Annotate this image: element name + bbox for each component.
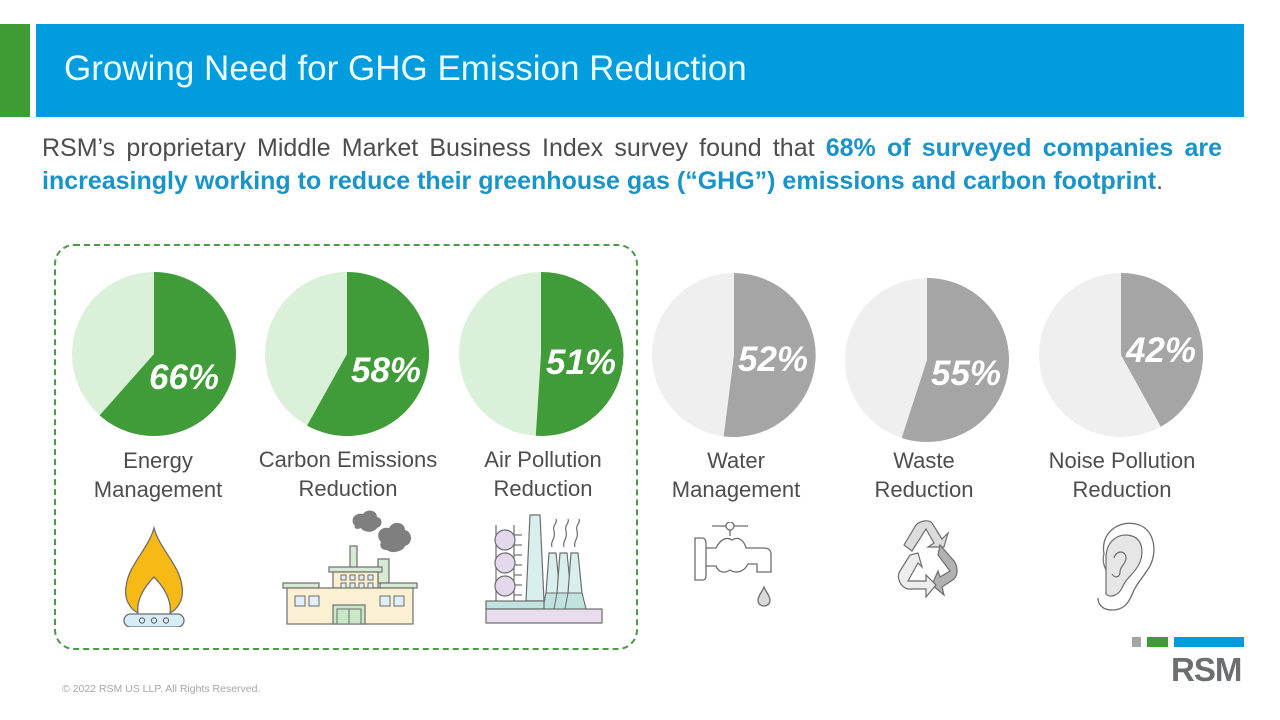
- pie-chart-air-pollution: [456, 269, 626, 439]
- category-label-noise-pollution: Noise Pollution Reduction: [1027, 447, 1217, 504]
- pie-chart-waste-reduction: [842, 275, 1012, 445]
- category-label-energy-management: Energy Management: [63, 447, 253, 504]
- logo-bar-blue: [1174, 637, 1244, 647]
- pie-slice: [307, 271, 430, 436]
- pie-graphic: [652, 273, 816, 437]
- label-line: Reduction: [1072, 476, 1172, 502]
- rsm-logo: RSM: [1171, 651, 1242, 688]
- pie-chart-water-management: [649, 270, 819, 440]
- intro-plain-text: RSM’s proprietary Middle Market Business…: [42, 134, 826, 162]
- label-line: Waste: [893, 448, 955, 473]
- pie-value-label: 51%: [546, 343, 617, 382]
- pie-value-label: 58%: [351, 351, 422, 390]
- logo-bar-gray: [1132, 637, 1141, 647]
- pie-graphic: [459, 271, 624, 436]
- pie-graphic: [1039, 273, 1204, 437]
- label-line: Reduction: [874, 476, 974, 502]
- pie-slice: [901, 278, 1009, 442]
- highlighted-group-box: [54, 244, 638, 650]
- label-line: Management: [671, 476, 801, 502]
- intro-paragraph: RSM’s proprietary Middle Market Business…: [42, 132, 1222, 197]
- pie-value-label: 66%: [149, 358, 220, 397]
- header-accent-bar: [0, 24, 30, 117]
- label-line: Carbon Emissions: [258, 447, 438, 472]
- label-line: Reduction: [493, 475, 593, 501]
- intro-end-text: .: [1156, 166, 1164, 195]
- pie-graphic: [845, 278, 1009, 442]
- pie-chart-carbon-emissions: [262, 269, 432, 439]
- category-label-carbon-emissions: Carbon Emissions Reduction: [253, 446, 443, 503]
- pie-value-label: 52%: [738, 340, 809, 379]
- gas-flame-icon: [118, 525, 190, 632]
- power-plant-icon: [484, 513, 606, 632]
- label-line: Management: [93, 476, 223, 502]
- pie-slice: [535, 271, 624, 436]
- ear-icon: [1092, 518, 1158, 619]
- pie-chart-noise-pollution: [1036, 270, 1206, 440]
- category-label-air-pollution: Air Pollution Reduction: [448, 446, 638, 503]
- label-line: Water: [707, 448, 765, 473]
- category-label-water-management: Water Management: [641, 447, 831, 504]
- label-line: Reduction: [298, 475, 398, 501]
- pie-slice: [723, 273, 816, 437]
- page-title: Growing Need for GHG Emission Reduction: [64, 49, 747, 88]
- copyright-text: © 2022 RSM US LLP. All Rights Reserved.: [62, 683, 261, 695]
- pie-value-label: 42%: [1126, 331, 1197, 370]
- label-line: Air Pollution: [484, 447, 602, 472]
- label-line: Noise Pollution: [1048, 448, 1196, 473]
- water-tap-icon: [692, 521, 778, 617]
- pie-chart-energy-management: [69, 269, 239, 439]
- pie-graphic: [265, 271, 430, 436]
- intro-highlight-text: 68% of surveyed companies are increasing…: [42, 134, 1222, 195]
- recycle-icon: [880, 515, 974, 612]
- logo-bar-green: [1147, 637, 1168, 647]
- pie-slice: [99, 272, 236, 436]
- header-banner: Growing Need for GHG Emission Reduction: [36, 24, 1244, 117]
- pie-slice: [1121, 273, 1204, 427]
- category-label-waste-reduction: Waste Reduction: [829, 447, 1019, 504]
- pie-value-label: 55%: [931, 354, 1002, 393]
- factory-smoke-icon: [281, 508, 421, 631]
- pie-graphic: [72, 272, 236, 436]
- label-line: Energy: [123, 448, 193, 473]
